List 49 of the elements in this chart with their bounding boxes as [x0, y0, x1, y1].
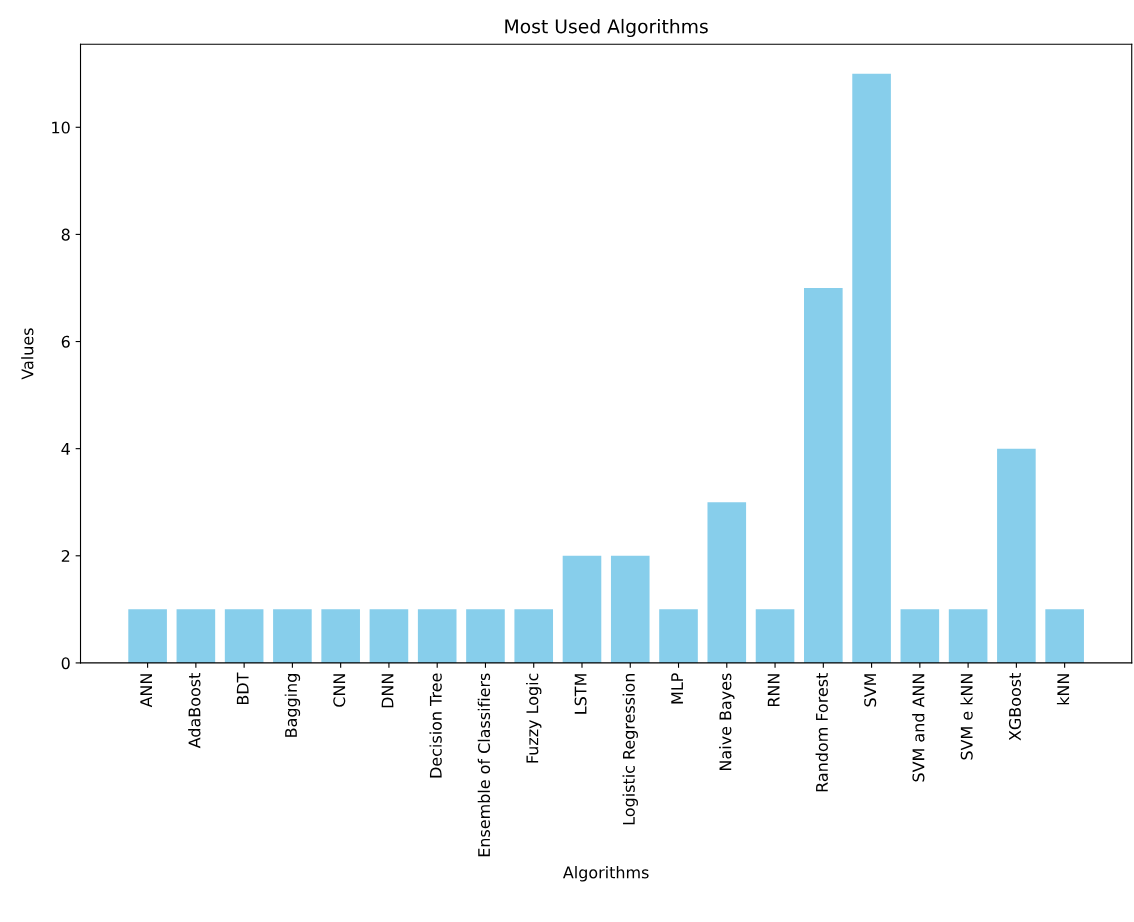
x-tick-label: XGBoost — [1008, 673, 1022, 741]
y-axis-title: Values — [21, 328, 34, 380]
y-tick-label: 8 — [61, 228, 70, 241]
x-tick-label: DNN — [381, 674, 394, 708]
bar — [417, 609, 457, 663]
x-tick-label: Fuzzy Logic — [526, 673, 542, 763]
bar — [224, 609, 264, 663]
y-tick-label: 10 — [52, 121, 70, 134]
bar — [804, 287, 843, 663]
bar — [900, 609, 940, 663]
x-tick-label: AdaBoost — [188, 673, 201, 749]
x-tick-label: CNN — [333, 674, 346, 707]
x-tick-label: Ensemble of Classifiers — [477, 673, 491, 857]
x-tick-label: BDT — [236, 672, 249, 705]
y-tick-label: 2 — [61, 550, 70, 562]
bar — [466, 609, 505, 663]
y-tick-label: 4 — [61, 443, 70, 455]
x-tick-label: Random Forest — [815, 673, 828, 792]
bar — [176, 609, 216, 663]
bar — [707, 502, 747, 663]
y-tick-label: 0 — [61, 657, 70, 670]
x-tick-label: Logistic Regression — [622, 674, 638, 825]
bar — [562, 555, 602, 663]
bar — [997, 448, 1036, 663]
x-tick-label: MLP — [671, 673, 683, 704]
x-tick-label: kNN — [1056, 674, 1070, 705]
x-tick-label: SVM — [864, 674, 877, 707]
y-tick-label: 6 — [61, 335, 70, 348]
x-tick-label: Decision Tree — [429, 673, 442, 778]
bar — [755, 609, 795, 663]
x-axis-title: Algorithms — [562, 866, 649, 882]
x-tick-label: ANN — [140, 674, 153, 708]
bar — [852, 73, 891, 663]
x-tick-label: SVM and ANN — [912, 674, 925, 782]
chart-title: Most Used Algorithms — [505, 18, 708, 38]
x-tick-label: Naive Bayes — [719, 673, 735, 770]
bar — [369, 609, 409, 663]
bar — [610, 555, 650, 663]
bar — [659, 609, 698, 663]
bar — [1045, 609, 1084, 663]
bar — [948, 609, 988, 663]
x-tick-label: SVM e kNN — [960, 674, 973, 760]
x-tick-label: Bagging — [284, 674, 301, 737]
x-tick-label: LSTM — [574, 674, 587, 714]
x-tick-label: RNN — [767, 674, 780, 707]
bar — [273, 609, 312, 663]
bar — [321, 609, 360, 663]
bar — [128, 609, 167, 663]
bar — [514, 609, 554, 663]
